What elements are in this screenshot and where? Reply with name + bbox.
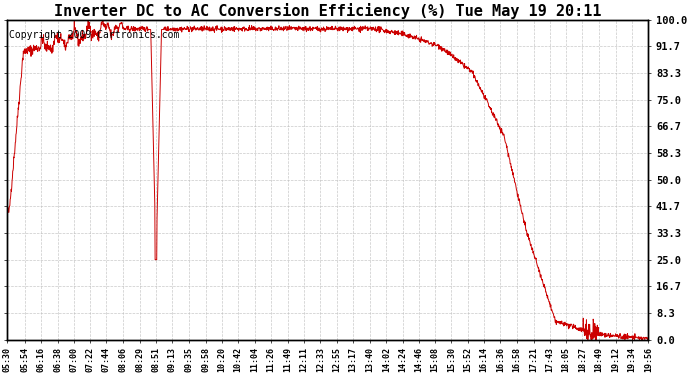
Title: Inverter DC to AC Conversion Efficiency (%) Tue May 19 20:11: Inverter DC to AC Conversion Efficiency …: [54, 3, 602, 19]
Text: Copyright 2009 Cartronics.com: Copyright 2009 Cartronics.com: [9, 30, 179, 39]
